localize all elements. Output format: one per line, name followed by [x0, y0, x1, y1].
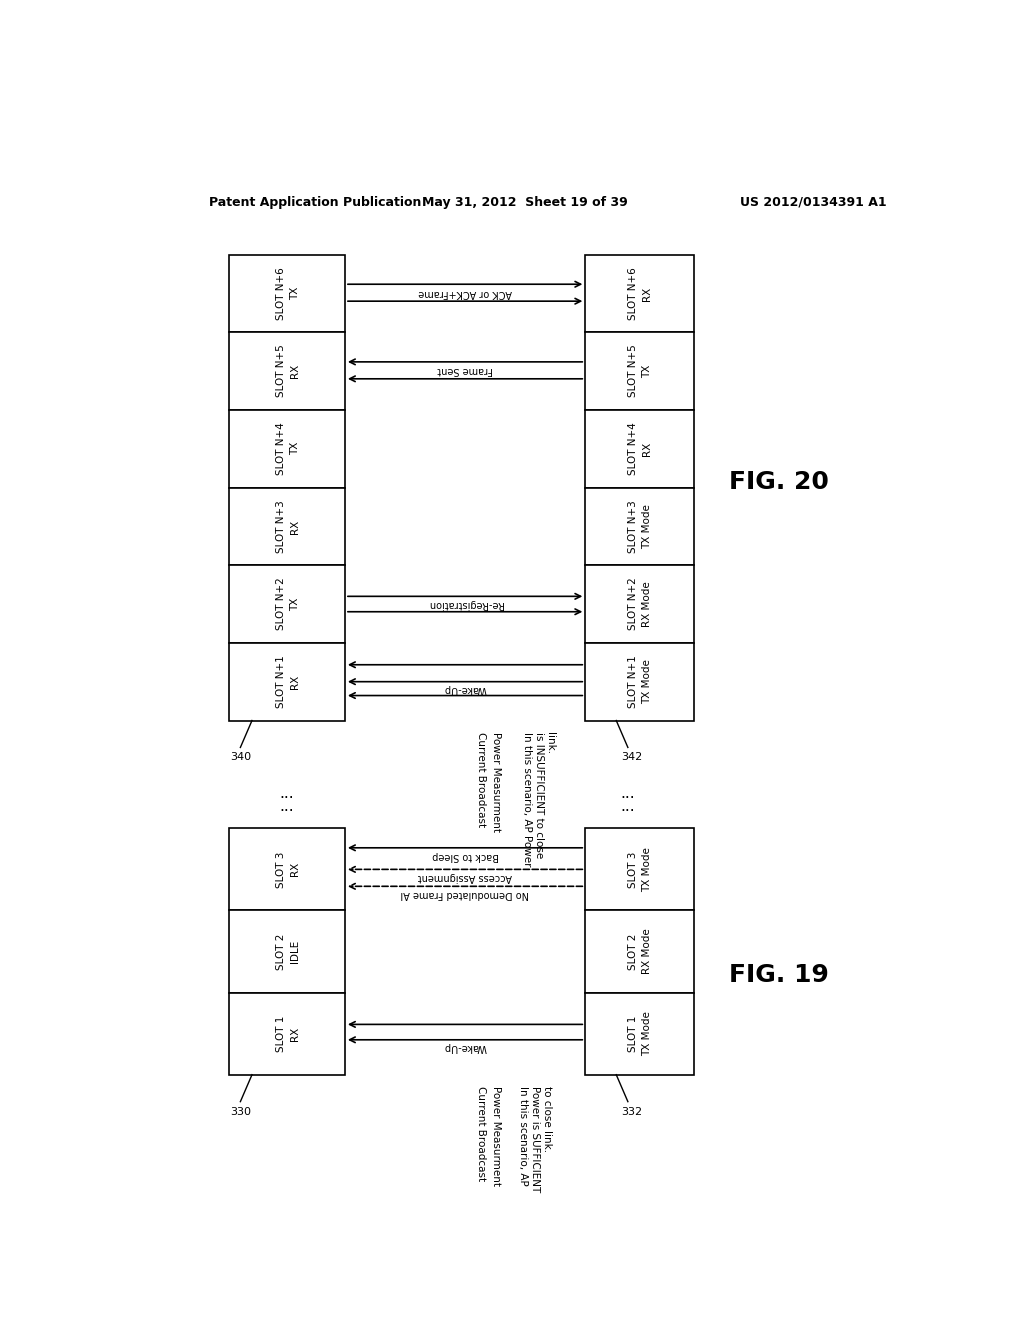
Text: No Demodulated Frame AI: No Demodulated Frame AI	[400, 888, 529, 899]
Text: Patent Application Publication: Patent Application Publication	[209, 195, 422, 209]
Text: SLOT 2: SLOT 2	[629, 933, 638, 970]
Text: Access Assignment: Access Assignment	[418, 873, 512, 882]
Text: SLOT 1: SLOT 1	[629, 1015, 638, 1052]
Text: 332: 332	[622, 1106, 642, 1117]
Bar	[586, 255, 693, 333]
Text: RX: RX	[290, 519, 300, 533]
Text: Current Broadcast: Current Broadcast	[475, 1086, 485, 1181]
Bar	[586, 411, 693, 487]
Text: 330: 330	[229, 1106, 251, 1117]
Text: SLOT N+6: SLOT N+6	[629, 267, 638, 319]
Text: FIG. 19: FIG. 19	[729, 962, 829, 986]
Text: RX: RX	[290, 1027, 300, 1040]
Text: Frame Sent: Frame Sent	[437, 366, 493, 375]
Text: RX: RX	[290, 862, 300, 876]
Text: SLOT N+2: SLOT N+2	[275, 578, 286, 631]
Text: TX Mode: TX Mode	[642, 504, 652, 549]
Text: RX: RX	[642, 286, 652, 301]
Text: Wake-Up: Wake-Up	[443, 684, 486, 694]
Text: Power Measurment: Power Measurment	[492, 733, 501, 832]
Text: SLOT N+1: SLOT N+1	[275, 655, 286, 708]
Text: SLOT N+5: SLOT N+5	[275, 345, 286, 397]
Text: SLOT N+4: SLOT N+4	[275, 422, 286, 475]
Text: 342: 342	[622, 752, 642, 763]
Text: RX Mode: RX Mode	[642, 581, 652, 627]
Text: ...: ...	[280, 787, 294, 801]
Text: 340: 340	[229, 752, 251, 763]
Text: TX Mode: TX Mode	[642, 847, 652, 892]
Text: Wake-Up: Wake-Up	[443, 1043, 486, 1052]
Text: SLOT 3: SLOT 3	[629, 851, 638, 887]
Text: May 31, 2012  Sheet 19 of 39: May 31, 2012 Sheet 19 of 39	[422, 195, 628, 209]
Bar	[586, 993, 693, 1074]
Text: is INSUFFICIENT to close: is INSUFFICIENT to close	[534, 733, 544, 858]
Bar	[586, 643, 693, 721]
Text: SLOT 2: SLOT 2	[275, 933, 286, 970]
Bar	[228, 911, 345, 993]
Text: IDLE: IDLE	[290, 940, 300, 964]
Text: RX: RX	[290, 364, 300, 379]
Text: TX: TX	[642, 364, 652, 378]
Bar	[228, 993, 345, 1074]
Text: SLOT N+2: SLOT N+2	[629, 578, 638, 631]
Text: SLOT N+3: SLOT N+3	[629, 500, 638, 553]
Text: ACK or ACK+Frame: ACK or ACK+Frame	[418, 288, 512, 298]
Text: FIG. 20: FIG. 20	[729, 470, 829, 494]
Text: In this scenario, AP Power: In this scenario, AP Power	[522, 733, 532, 866]
Text: Re-Registration: Re-Registration	[428, 599, 503, 609]
Bar	[228, 255, 345, 333]
Text: Power is SUFFICIENT: Power is SUFFICIENT	[529, 1086, 540, 1192]
Text: SLOT N+5: SLOT N+5	[629, 345, 638, 397]
Text: RX: RX	[642, 442, 652, 455]
Bar	[228, 487, 345, 565]
Text: RX Mode: RX Mode	[642, 929, 652, 974]
Bar	[228, 565, 345, 643]
Text: link.: link.	[546, 733, 555, 754]
Text: TX Mode: TX Mode	[642, 659, 652, 704]
Text: US 2012/0134391 A1: US 2012/0134391 A1	[740, 195, 887, 209]
Text: SLOT N+4: SLOT N+4	[629, 422, 638, 475]
Text: Current Broadcast: Current Broadcast	[475, 733, 485, 828]
Text: RX: RX	[290, 675, 300, 689]
Bar	[228, 829, 345, 911]
Text: SLOT 1: SLOT 1	[275, 1015, 286, 1052]
Bar	[586, 333, 693, 411]
Text: ...: ...	[280, 799, 294, 814]
Text: to close link.: to close link.	[542, 1086, 552, 1152]
Bar	[586, 487, 693, 565]
Text: TX Mode: TX Mode	[642, 1011, 652, 1056]
Text: SLOT 3: SLOT 3	[275, 851, 286, 887]
Bar	[228, 643, 345, 721]
Text: TX: TX	[290, 442, 300, 455]
Text: ...: ...	[621, 799, 635, 814]
Bar	[586, 565, 693, 643]
Text: Power Measurment: Power Measurment	[492, 1086, 501, 1187]
Bar	[228, 333, 345, 411]
Text: TX: TX	[290, 598, 300, 611]
Text: In this scenario, AP: In this scenario, AP	[518, 1086, 528, 1185]
Bar	[586, 829, 693, 911]
Bar	[228, 411, 345, 487]
Text: SLOT N+3: SLOT N+3	[275, 500, 286, 553]
Bar	[586, 911, 693, 993]
Text: Back to Sleep: Back to Sleep	[432, 850, 499, 861]
Text: TX: TX	[290, 286, 300, 300]
Text: SLOT N+1: SLOT N+1	[629, 655, 638, 708]
Text: ...: ...	[621, 787, 635, 801]
Text: SLOT N+6: SLOT N+6	[275, 267, 286, 319]
